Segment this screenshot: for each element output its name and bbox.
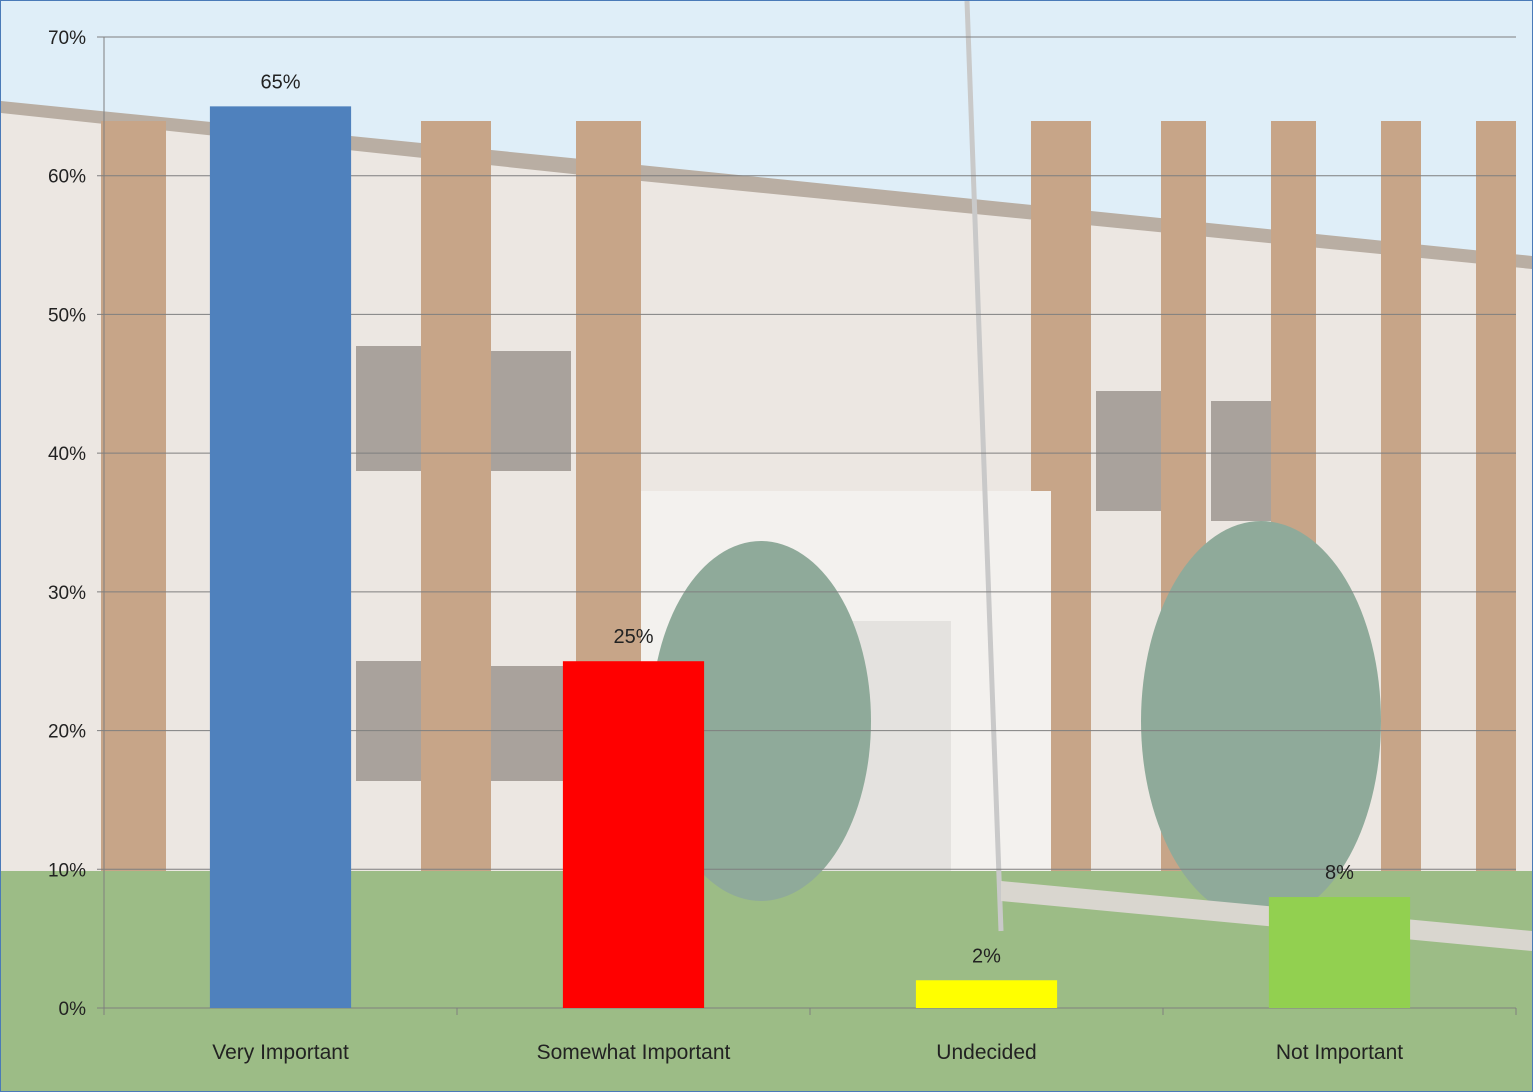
bar xyxy=(209,106,352,1009)
x-tick-label: Not Important xyxy=(1276,1041,1403,1064)
y-tick-label: 40% xyxy=(48,444,86,465)
tree xyxy=(1141,521,1381,921)
window xyxy=(491,666,571,781)
x-tick-label: Somewhat Important xyxy=(537,1041,731,1064)
brick-column xyxy=(421,121,491,871)
tree xyxy=(651,541,871,901)
bar xyxy=(915,980,1058,1008)
x-tick-label: Undecided xyxy=(936,1041,1036,1064)
brick-column xyxy=(1381,121,1421,871)
y-tick-label: 60% xyxy=(48,167,86,188)
bar xyxy=(562,661,705,1008)
bar xyxy=(1268,897,1411,1008)
data-label: 25% xyxy=(613,626,653,648)
window xyxy=(1096,391,1161,511)
x-tick-label: Very Important xyxy=(212,1041,349,1064)
data-label: 2% xyxy=(972,945,1001,967)
y-tick-label: 70% xyxy=(48,28,86,49)
window xyxy=(356,661,421,781)
brick-column xyxy=(101,121,166,871)
window xyxy=(1211,401,1271,521)
y-tick-label: 50% xyxy=(48,305,86,326)
roof-edge xyxy=(1,101,1532,269)
flag-pole xyxy=(964,1,1004,932)
window xyxy=(356,346,421,471)
window xyxy=(491,351,571,471)
y-tick-label: 10% xyxy=(48,860,86,881)
y-tick-label: 30% xyxy=(48,583,86,604)
data-label: 65% xyxy=(260,71,300,93)
data-label: 8% xyxy=(1325,862,1354,884)
y-tick-label: 20% xyxy=(48,722,86,743)
brick-column xyxy=(1476,121,1516,871)
y-tick-label: 0% xyxy=(59,999,87,1020)
